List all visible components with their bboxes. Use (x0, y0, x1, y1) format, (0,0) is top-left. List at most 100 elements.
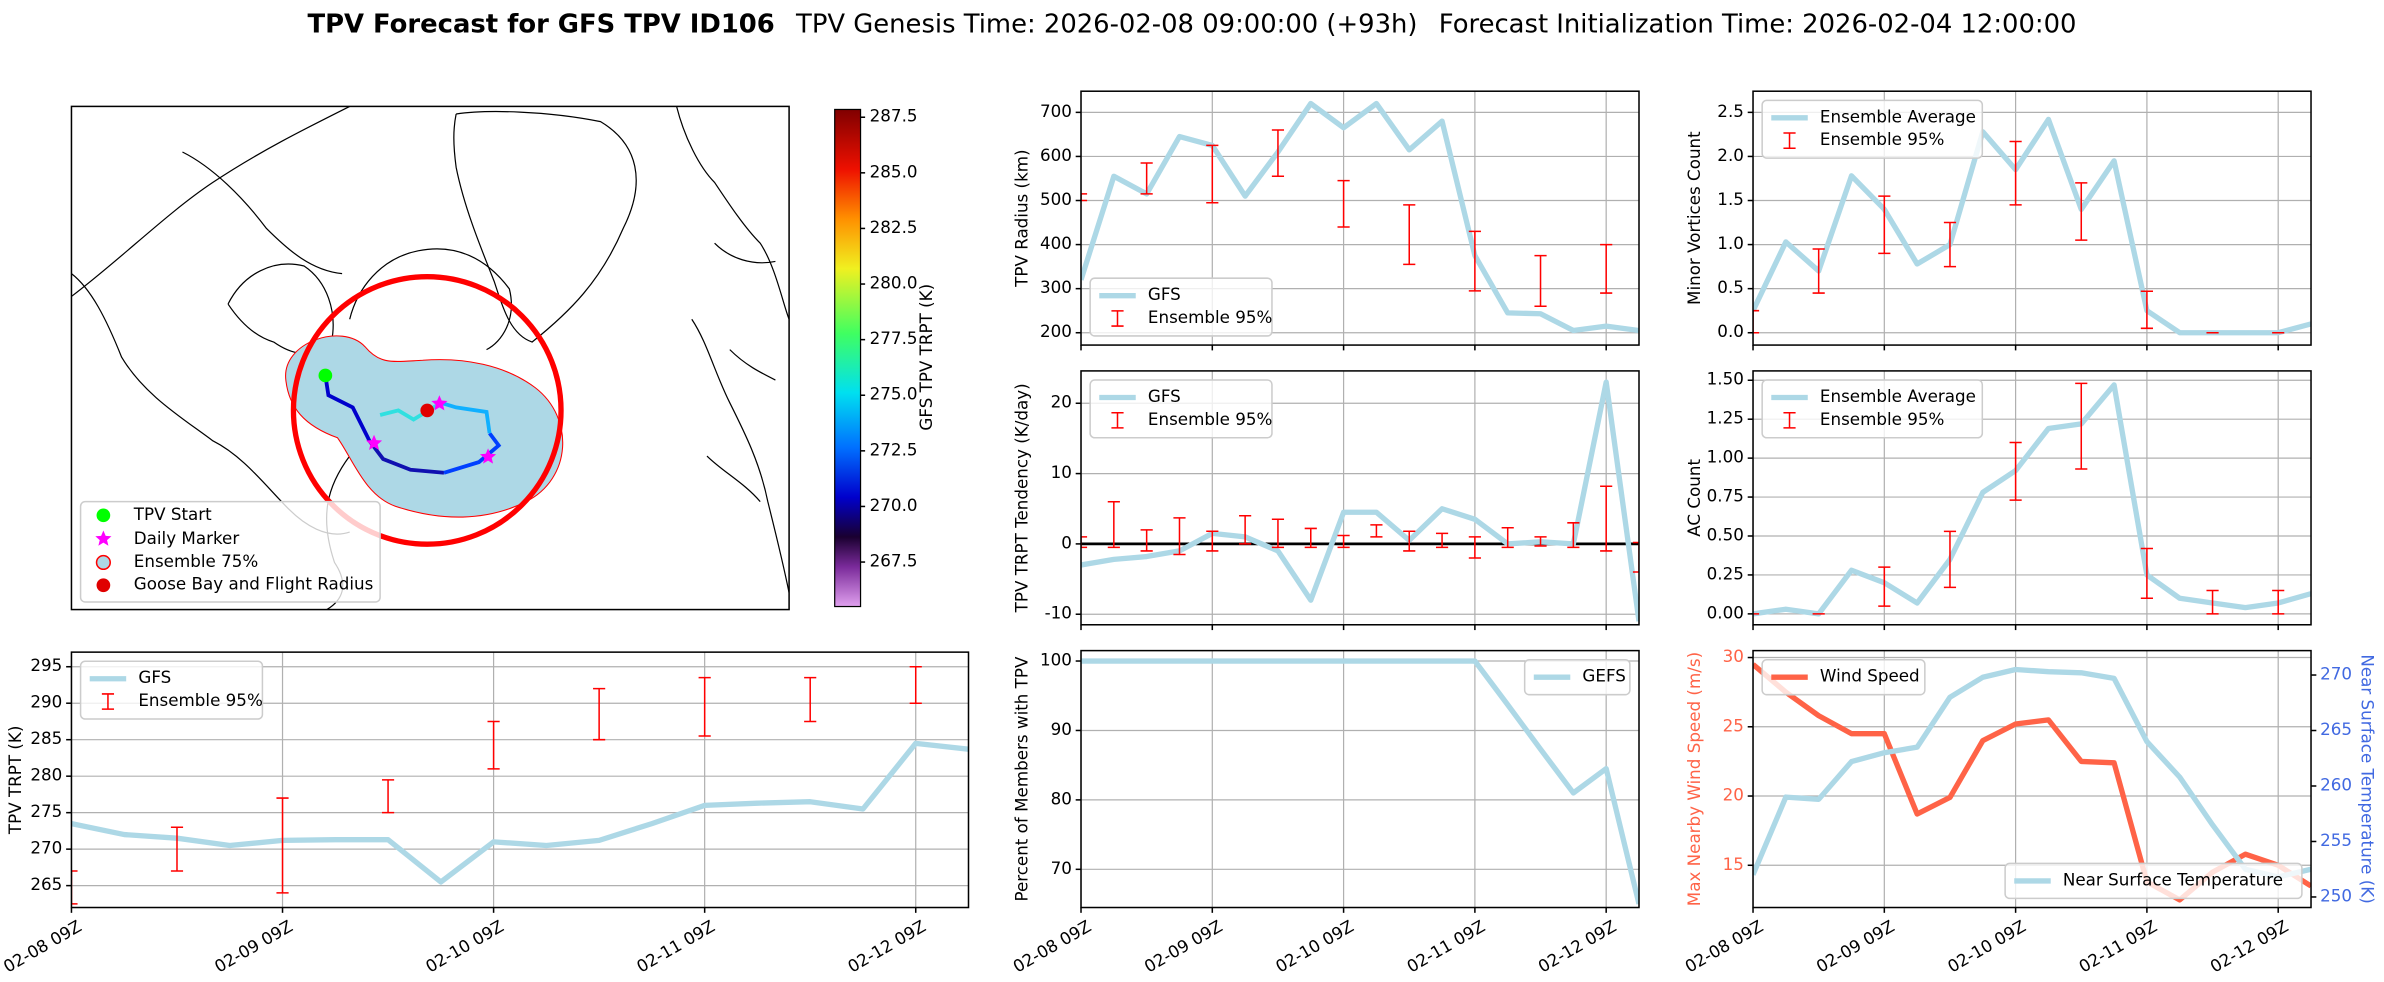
legend (1523, 658, 1631, 696)
goose-bay (420, 403, 435, 418)
error-bar (909, 665, 922, 704)
legend-handle (101, 693, 115, 710)
daily-marker (365, 434, 383, 450)
coastline (453, 111, 637, 343)
y-tick-label: 290 (30, 692, 62, 712)
y-tick-label: 285 (30, 728, 62, 748)
y-tick-label: 270 (30, 838, 62, 858)
colorbar-tick-label: 280.0 (870, 273, 918, 293)
track (367, 439, 445, 475)
y-tick-label: 280 (30, 765, 62, 785)
coastline (349, 248, 512, 351)
axes-frame (70, 651, 970, 909)
error-bar (2075, 382, 2088, 470)
line-series (1081, 100, 1639, 334)
y2-tick-label: 255 (2320, 830, 2352, 850)
colorbar-label: GFS TPV TRPT (K) (916, 284, 936, 431)
colorbar (834, 108, 862, 608)
y-tick-label: 1.25 (1707, 408, 1744, 428)
error-bar (276, 797, 289, 894)
y-tick-label: 0.25 (1707, 563, 1744, 583)
error-bar (1239, 515, 1252, 545)
legend (1761, 379, 1984, 439)
error-bar (1943, 530, 1957, 589)
error-bar (1435, 532, 1449, 549)
legend-handle (1111, 411, 1124, 429)
legend (1761, 658, 1926, 696)
plot-area (1081, 379, 1639, 622)
y-tick-label: 90 (1051, 719, 1072, 739)
legend-marker (95, 530, 112, 546)
legend-marker (95, 554, 111, 571)
error-bar (1403, 204, 1416, 266)
error-bar (593, 687, 606, 741)
title-init: Forecast Initialization Time: 2026-02-04… (1439, 9, 2077, 39)
y-tick-label: 0 (1061, 532, 1072, 552)
legend-marker (96, 578, 111, 593)
error-bar (2140, 290, 2153, 330)
y2-tick-label: 265 (2320, 719, 2352, 739)
y2-tick-label: 270 (2320, 664, 2352, 684)
error-bar (1468, 536, 1481, 559)
colorbar-tick-label: 270.0 (870, 495, 918, 515)
y-tick-label: 20 (1723, 785, 1744, 805)
legend-label: Goose Bay and Flight Radius (134, 574, 373, 594)
error-bar (1403, 530, 1416, 552)
y-tick-label: 20 (1051, 392, 1072, 412)
y-tick-label: 275 (30, 801, 62, 821)
error-bar (1468, 230, 1481, 292)
colorbar-tick-label: 272.5 (870, 439, 918, 459)
y-tick-label: 0.00 (1707, 602, 1744, 622)
plot-area (1753, 116, 2312, 336)
legend-label: Wind Speed (1820, 666, 1920, 686)
y-tick-label: 300 (1040, 277, 1072, 297)
legend (1089, 379, 1273, 439)
title-main: TPV Forecast for GFS TPV ID106 (308, 9, 775, 39)
line-series (1081, 379, 1639, 622)
plot-area (1081, 100, 1639, 334)
plot-area (71, 665, 969, 905)
axes-frame (1752, 90, 2312, 346)
y-tick-label: 400 (1040, 233, 1072, 253)
figure-title: TPV Forecast for GFS TPV ID106 TPV Genesi… (308, 9, 2077, 39)
legend-label: GEFS (1582, 666, 1625, 686)
y2-axis-label: Near Surface Temperature (K) (2357, 654, 2377, 903)
legend-label: Ensemble 95% (1820, 129, 1944, 149)
daily-marker (431, 395, 448, 411)
map: TPV Start Daily Marker Ensemble 75% Goos… (71, 106, 790, 610)
y-tick-label: 0.0 (1717, 321, 1744, 341)
error-bar (698, 676, 711, 737)
coastline (182, 151, 343, 275)
error-bar (804, 676, 817, 723)
colorbar-tick-label: 275.0 (870, 384, 918, 404)
panel: 0.00 0.25 0.50 0.75 1.00 1.25 1.50 AC Count Ense… (1684, 369, 2312, 631)
error-bar (2272, 589, 2285, 615)
legend-label: Ensemble Average (1820, 106, 1976, 126)
y-tick-label: 100 (1040, 650, 1072, 670)
y-axis-label: TPV TRPT (K) (5, 726, 25, 835)
y-tick-label: 70 (1051, 858, 1072, 878)
error-bar (381, 779, 395, 814)
legend (1089, 277, 1273, 337)
coastline (675, 106, 790, 320)
legend-label: GFS (1148, 284, 1181, 304)
line-series (1753, 382, 2312, 617)
error-bar (1878, 566, 1891, 607)
track (323, 375, 372, 442)
error-bar (1271, 129, 1285, 178)
error-bar (1943, 221, 1957, 268)
tpv-start (318, 368, 333, 383)
panel: 0.0 0.5 1.0 1.5 2.0 2.5 Minor Vortices Count En… (1684, 90, 2312, 351)
y-axis-label: TPV TRPT Tendency (K/day) (1012, 383, 1032, 613)
legend-label: Near Surface Temperature (2063, 869, 2283, 889)
legend-handle (1783, 411, 1796, 429)
y-tick-label: 2.0 (1717, 145, 1744, 165)
legend-label: Ensemble Average (1820, 386, 1976, 406)
map-legend (79, 500, 381, 603)
y-tick-label: 2.5 (1717, 101, 1744, 121)
legend-handle (1783, 132, 1796, 149)
y-axis-label: TPV Radius (km) (1012, 149, 1032, 287)
flight-radius (290, 274, 564, 547)
y-tick-label: 1.5 (1717, 189, 1744, 209)
y-tick-label: 0.5 (1717, 277, 1744, 297)
